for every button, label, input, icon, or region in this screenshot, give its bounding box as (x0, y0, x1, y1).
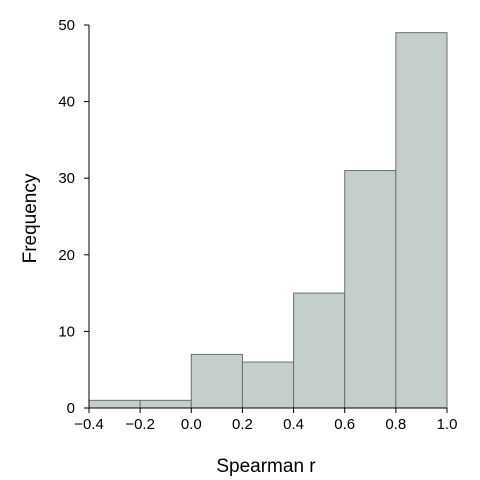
histogram-bar (241, 361, 295, 409)
x-tick-label: 0.0 (181, 416, 202, 433)
x-ticks-group: −0.4 −0.2 0.0 0.2 0.4 0.6 0.8 1.0 (74, 408, 457, 433)
x-tick-label: 0.6 (334, 416, 355, 433)
y-tick-label: 40 (58, 94, 75, 111)
x-axis-title: Spearman r (216, 456, 316, 477)
x-tick-label: 0.4 (283, 416, 304, 433)
y-tick-label: 20 (58, 247, 75, 264)
y-tick-label: 0 (67, 400, 75, 417)
x-tick-label: 1.0 (437, 416, 458, 433)
bars-group (88, 32, 448, 409)
y-tick-label: 30 (58, 170, 75, 187)
x-tick-label: −0.2 (125, 416, 155, 433)
y-axis-title: Frequency (20, 173, 41, 263)
axes-group (88, 25, 447, 409)
histogram-bar (344, 170, 397, 409)
histogram-bar (395, 32, 448, 409)
histogram-bar (190, 353, 243, 409)
x-tick-label: 0.2 (232, 416, 253, 433)
y-tick-label: 10 (58, 323, 75, 340)
histogram-bar (139, 399, 192, 409)
histogram-bar (293, 292, 346, 409)
y-ticks-group: 0 10 20 30 40 50 (58, 17, 89, 417)
x-tick-label: −0.4 (74, 416, 104, 433)
x-tick-label: 0.8 (385, 416, 406, 433)
y-tick-label: 50 (58, 17, 75, 34)
histogram-bar (88, 399, 141, 409)
